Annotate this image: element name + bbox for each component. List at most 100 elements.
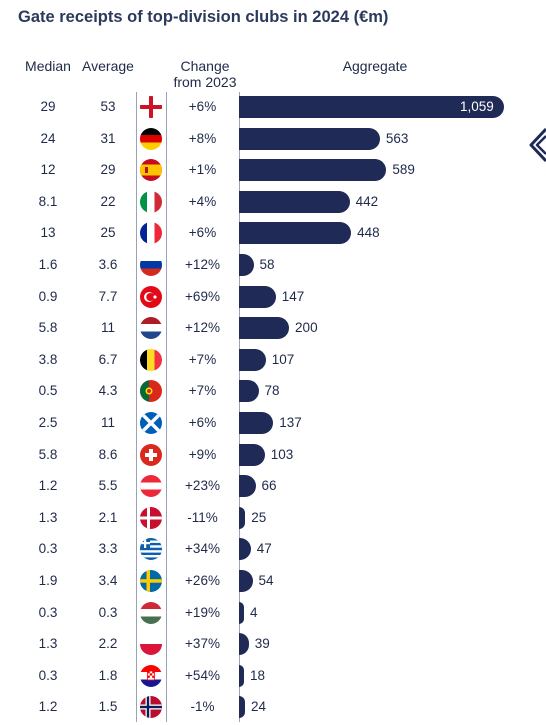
aggregate-value-label: 137 xyxy=(279,415,302,430)
aggregate-bar xyxy=(239,696,245,719)
turkey-flag-icon xyxy=(140,285,162,308)
aggregate-value-label: 58 xyxy=(259,257,275,272)
divider-right-of-flags xyxy=(166,92,167,722)
change-value: +12% xyxy=(185,257,220,272)
change-value: +34% xyxy=(185,541,220,557)
aggregate-value-label: 103 xyxy=(270,446,294,462)
median-value: 0.3 xyxy=(38,667,58,683)
denmark-flag-icon xyxy=(140,506,162,529)
aggregate-value-label: 66 xyxy=(261,478,277,494)
average-value: 3.6 xyxy=(98,257,118,272)
aggregate-value-label: 1,059 xyxy=(460,99,494,114)
poland-flag-icon xyxy=(140,633,162,656)
sweden-flag-icon xyxy=(140,570,162,592)
aggregate-value-label: 39 xyxy=(254,636,270,652)
median-value: 0.3 xyxy=(38,541,58,557)
aggregate-value-label: 107 xyxy=(271,351,295,367)
aggregate-bar xyxy=(239,601,244,624)
change-value: +7% xyxy=(188,383,217,399)
aggregate-bar xyxy=(239,254,254,276)
average-value: 0.3 xyxy=(98,604,118,620)
average-value: 3.3 xyxy=(98,541,118,557)
austria-flag-icon xyxy=(140,475,162,498)
change-header-line2: from 2023 xyxy=(173,74,237,90)
average-value: 53 xyxy=(100,99,116,114)
aggregate-bar xyxy=(239,380,259,403)
change-value: +6% xyxy=(188,415,217,430)
change-value: +12% xyxy=(185,320,220,336)
average-value: 1.5 xyxy=(98,699,118,715)
divider-axis xyxy=(239,92,240,722)
average-value: 6.7 xyxy=(98,351,118,367)
change-value: +4% xyxy=(188,193,217,209)
chevron-left-icon[interactable] xyxy=(528,125,546,165)
median-value: 1.3 xyxy=(38,509,58,525)
aggregate-value-label: 589 xyxy=(392,162,415,178)
aggregate-bar xyxy=(239,190,350,213)
germany-flag-icon xyxy=(140,127,162,150)
aggregate-value-label: 200 xyxy=(295,320,318,336)
median-value: 1.6 xyxy=(38,257,58,272)
median-value: 1.2 xyxy=(38,478,58,494)
aggregate-value-label: 448 xyxy=(357,225,380,241)
aggregate-column-header: Aggregate xyxy=(342,58,408,74)
average-value: 11 xyxy=(100,320,115,336)
median-column-header: Median xyxy=(25,58,71,74)
average-value: 4.3 xyxy=(98,383,118,399)
greece-flag-icon xyxy=(140,538,162,561)
average-value: 1.8 xyxy=(98,667,118,683)
aggregate-bar xyxy=(239,412,274,434)
median-value: 5.8 xyxy=(38,446,58,462)
aggregate-value-label: 442 xyxy=(355,193,379,209)
scotland-flag-icon xyxy=(140,412,162,434)
change-value: +8% xyxy=(188,130,217,146)
aggregate-bar xyxy=(239,506,246,529)
median-value: 0.5 xyxy=(38,383,58,399)
average-value: 2.1 xyxy=(98,509,118,525)
aggregate-value-label: 25 xyxy=(251,509,267,525)
aggregate-bar xyxy=(239,475,256,498)
change-value: +9% xyxy=(188,446,217,462)
portugal-flag-icon xyxy=(140,380,162,403)
netherlands-flag-icon xyxy=(140,317,162,340)
aggregate-bar xyxy=(239,317,290,340)
median-value: 2.5 xyxy=(38,415,58,430)
change-value: +37% xyxy=(185,636,220,652)
median-value: 1.2 xyxy=(38,699,58,715)
aggregate-value-label: 54 xyxy=(258,573,274,588)
average-value: 5.5 xyxy=(98,478,118,494)
change-header-line1: Change xyxy=(180,58,230,74)
average-value: 22 xyxy=(100,193,116,209)
aggregate-value-label: 24 xyxy=(251,699,267,715)
change-value: +7% xyxy=(188,351,217,367)
average-value: 11 xyxy=(100,415,115,430)
aggregate-bar xyxy=(239,222,352,245)
norway-flag-icon xyxy=(140,696,162,719)
change-value: +54% xyxy=(185,667,220,683)
change-value: +1% xyxy=(188,162,217,178)
change-value: -11% xyxy=(187,509,218,525)
change-value: +6% xyxy=(188,225,217,241)
spain-flag-icon xyxy=(140,159,162,182)
change-value: +69% xyxy=(185,288,220,304)
average-value: 3.4 xyxy=(98,573,118,588)
average-value: 2.2 xyxy=(98,636,118,652)
median-value: 3.8 xyxy=(38,351,58,367)
aggregate-bar xyxy=(239,538,251,561)
average-value: 8.6 xyxy=(98,446,118,462)
chart-title: Gate receipts of top-division clubs in 2… xyxy=(18,8,389,26)
russia-flag-icon xyxy=(140,254,162,276)
average-value: 7.7 xyxy=(98,288,118,304)
median-value: 13 xyxy=(40,225,56,241)
change-value: -1% xyxy=(190,699,215,715)
croatia-flag-icon xyxy=(140,664,162,687)
average-value: 25 xyxy=(100,225,116,241)
aggregate-bar xyxy=(239,96,504,118)
italy-flag-icon xyxy=(140,190,162,213)
median-value: 1.3 xyxy=(38,636,58,652)
aggregate-bar xyxy=(239,443,265,466)
aggregate-value-label: 147 xyxy=(281,288,305,304)
median-value: 29 xyxy=(40,99,56,114)
aggregate-bar xyxy=(239,633,249,656)
